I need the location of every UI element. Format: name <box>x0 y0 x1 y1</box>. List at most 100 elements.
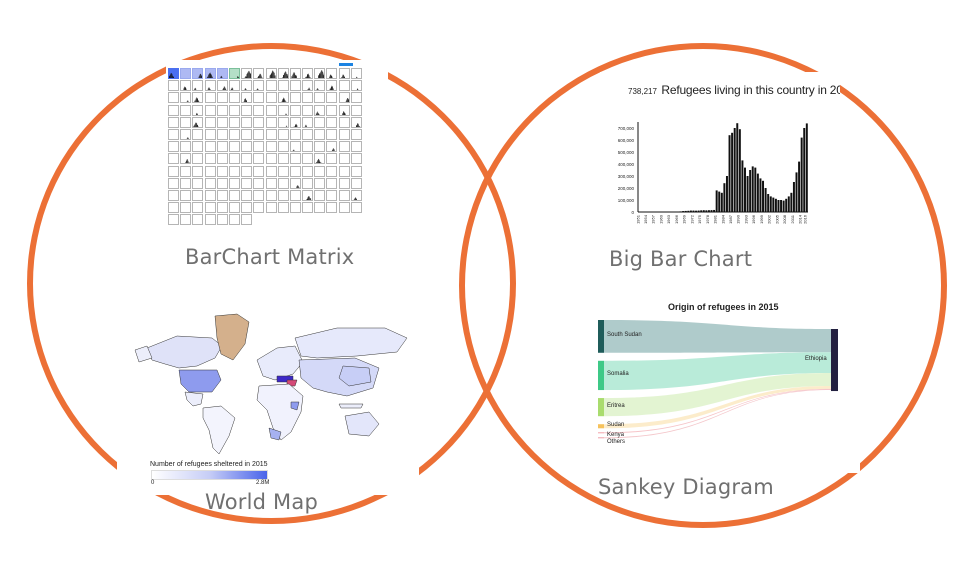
matrix-cell[interactable] <box>180 165 192 177</box>
barchart-matrix-thumbnail[interactable] <box>166 60 388 232</box>
matrix-cell[interactable] <box>326 80 338 92</box>
matrix-cell[interactable] <box>216 165 228 177</box>
matrix-cell[interactable] <box>277 165 289 177</box>
matrix-cell[interactable] <box>204 128 216 140</box>
matrix-cell[interactable] <box>277 80 289 92</box>
matrix-cell[interactable] <box>216 214 228 226</box>
matrix-cell[interactable] <box>180 202 192 214</box>
matrix-cell[interactable] <box>168 68 179 79</box>
matrix-cell[interactable] <box>289 177 301 189</box>
matrix-cell[interactable] <box>350 116 362 128</box>
sankey-diagram-thumbnail[interactable]: Origin of refugees in 2015 South Sudan So… <box>594 298 860 473</box>
matrix-cell[interactable] <box>253 92 265 104</box>
matrix-cell[interactable] <box>302 116 314 128</box>
matrix-cell[interactable] <box>265 202 277 214</box>
matrix-cell[interactable] <box>192 104 204 116</box>
matrix-cell[interactable] <box>350 92 362 104</box>
matrix-cell[interactable] <box>265 141 277 153</box>
matrix-cell[interactable] <box>241 80 253 92</box>
matrix-cell[interactable] <box>180 92 192 104</box>
matrix-cell[interactable] <box>204 141 216 153</box>
matrix-cell[interactable] <box>192 116 204 128</box>
matrix-cell[interactable] <box>204 165 216 177</box>
matrix-cell[interactable] <box>289 128 301 140</box>
matrix-cell[interactable] <box>326 68 338 79</box>
matrix-cell[interactable] <box>216 80 228 92</box>
matrix-cell[interactable] <box>204 189 216 201</box>
matrix-cell[interactable] <box>277 141 289 153</box>
matrix-cell[interactable] <box>326 92 338 104</box>
matrix-cell[interactable] <box>350 68 362 79</box>
matrix-cell[interactable] <box>314 141 326 153</box>
matrix-cell[interactable] <box>338 116 350 128</box>
matrix-cell[interactable] <box>289 80 301 92</box>
matrix-cell[interactable] <box>350 128 362 140</box>
matrix-cell[interactable] <box>253 189 265 201</box>
matrix-cell[interactable] <box>265 80 277 92</box>
matrix-cell[interactable] <box>204 214 216 226</box>
matrix-cell[interactable] <box>204 80 216 92</box>
matrix-cell[interactable] <box>192 68 204 79</box>
matrix-cell[interactable] <box>326 141 338 153</box>
matrix-cell[interactable] <box>326 153 338 165</box>
matrix-cell[interactable] <box>241 92 253 104</box>
matrix-cell[interactable] <box>265 177 277 189</box>
matrix-cell[interactable] <box>180 68 192 79</box>
matrix-cell[interactable] <box>204 92 216 104</box>
matrix-cell[interactable] <box>204 177 216 189</box>
matrix-cell[interactable] <box>228 104 240 116</box>
sankey-diagram-caption[interactable]: Sankey Diagram <box>598 475 774 499</box>
matrix-cell[interactable] <box>168 189 179 201</box>
matrix-cell[interactable] <box>277 104 289 116</box>
matrix-cell[interactable] <box>216 92 228 104</box>
matrix-cell[interactable] <box>253 141 265 153</box>
matrix-cell[interactable] <box>216 202 228 214</box>
matrix-cell[interactable] <box>277 202 289 214</box>
matrix-cell[interactable] <box>326 116 338 128</box>
matrix-cell[interactable] <box>326 104 338 116</box>
matrix-cell[interactable] <box>168 141 179 153</box>
matrix-cell[interactable] <box>302 104 314 116</box>
matrix-cell[interactable] <box>314 177 326 189</box>
matrix-cell[interactable] <box>265 153 277 165</box>
matrix-cell[interactable] <box>277 177 289 189</box>
matrix-cell[interactable] <box>302 177 314 189</box>
matrix-cell[interactable] <box>241 177 253 189</box>
matrix-cell[interactable] <box>326 202 338 214</box>
matrix-cell[interactable] <box>265 189 277 201</box>
matrix-cell[interactable] <box>216 189 228 201</box>
matrix-cell[interactable] <box>302 141 314 153</box>
matrix-cell[interactable] <box>168 128 179 140</box>
matrix-cell[interactable] <box>228 177 240 189</box>
matrix-cell[interactable] <box>314 165 326 177</box>
matrix-cell[interactable] <box>253 202 265 214</box>
matrix-cell[interactable] <box>216 141 228 153</box>
matrix-cell[interactable] <box>180 189 192 201</box>
matrix-cell[interactable] <box>192 165 204 177</box>
matrix-cell[interactable] <box>192 92 204 104</box>
matrix-cell[interactable] <box>168 104 179 116</box>
matrix-cell[interactable] <box>338 153 350 165</box>
matrix-cell[interactable] <box>314 104 326 116</box>
matrix-cell[interactable] <box>168 202 179 214</box>
matrix-cell[interactable] <box>302 68 314 79</box>
matrix-cell[interactable] <box>253 68 265 79</box>
matrix-cell[interactable] <box>204 116 216 128</box>
matrix-cell[interactable] <box>253 165 265 177</box>
matrix-cell[interactable] <box>180 128 192 140</box>
matrix-cell[interactable] <box>168 165 179 177</box>
matrix-cell[interactable] <box>302 165 314 177</box>
matrix-cell[interactable] <box>302 189 314 201</box>
matrix-cell[interactable] <box>350 153 362 165</box>
matrix-cell[interactable] <box>350 80 362 92</box>
matrix-cell[interactable] <box>192 202 204 214</box>
matrix-cell[interactable] <box>180 177 192 189</box>
matrix-cell[interactable] <box>326 189 338 201</box>
matrix-cell[interactable] <box>180 80 192 92</box>
matrix-cell[interactable] <box>228 92 240 104</box>
matrix-cell[interactable] <box>314 92 326 104</box>
world-map-thumbnail[interactable]: Number of refugees sheltered in 2015 0 2… <box>117 308 419 495</box>
matrix-cell[interactable] <box>289 92 301 104</box>
matrix-cell[interactable] <box>192 141 204 153</box>
matrix-cell[interactable] <box>338 141 350 153</box>
